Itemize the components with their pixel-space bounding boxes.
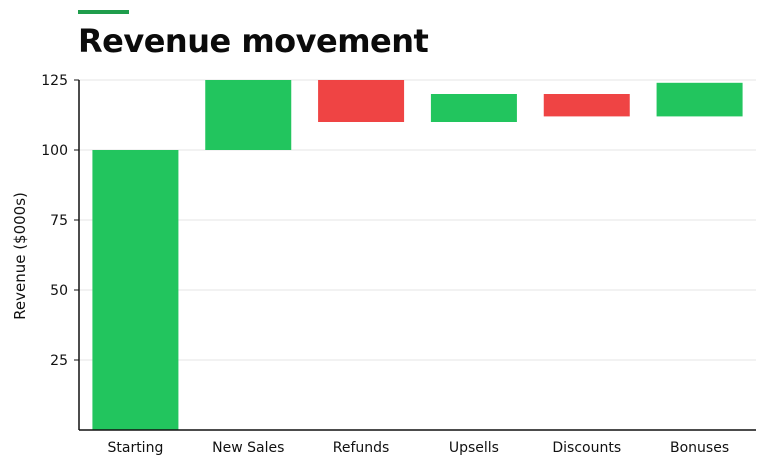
title-accent-bar <box>78 10 129 14</box>
bar-refunds <box>318 80 405 122</box>
bar-starting <box>92 150 179 430</box>
bars <box>92 80 743 430</box>
grid-lines <box>79 79 756 361</box>
y-tick-labels: 25 50 75 100 125 <box>41 73 68 369</box>
y-tick-label: 75 <box>50 213 68 229</box>
x-tick-label: New Sales <box>212 440 284 456</box>
y-tick-label: 50 <box>50 283 68 299</box>
bar-discounts <box>543 94 630 117</box>
bar-upsells <box>430 94 517 122</box>
x-tick-label: Bonuses <box>670 440 729 456</box>
y-tick-label: 125 <box>41 73 68 89</box>
y-tick-label: 25 <box>50 353 68 369</box>
y-axis-title: Revenue ($000s) <box>11 192 29 320</box>
axes <box>74 79 756 431</box>
x-tick-label: Refunds <box>333 440 390 456</box>
x-tick-label: Starting <box>107 440 163 456</box>
bar-new-sales <box>205 80 292 150</box>
x-tick-labels: Starting New Sales Refunds Upsells Discounts… <box>107 440 729 456</box>
x-tick-label: Upsells <box>449 440 499 456</box>
y-tick-label: 100 <box>41 143 68 159</box>
x-tick-label: Discounts <box>552 440 621 456</box>
bar-bonuses <box>656 82 743 117</box>
chart-title: Revenue movement <box>78 22 429 60</box>
